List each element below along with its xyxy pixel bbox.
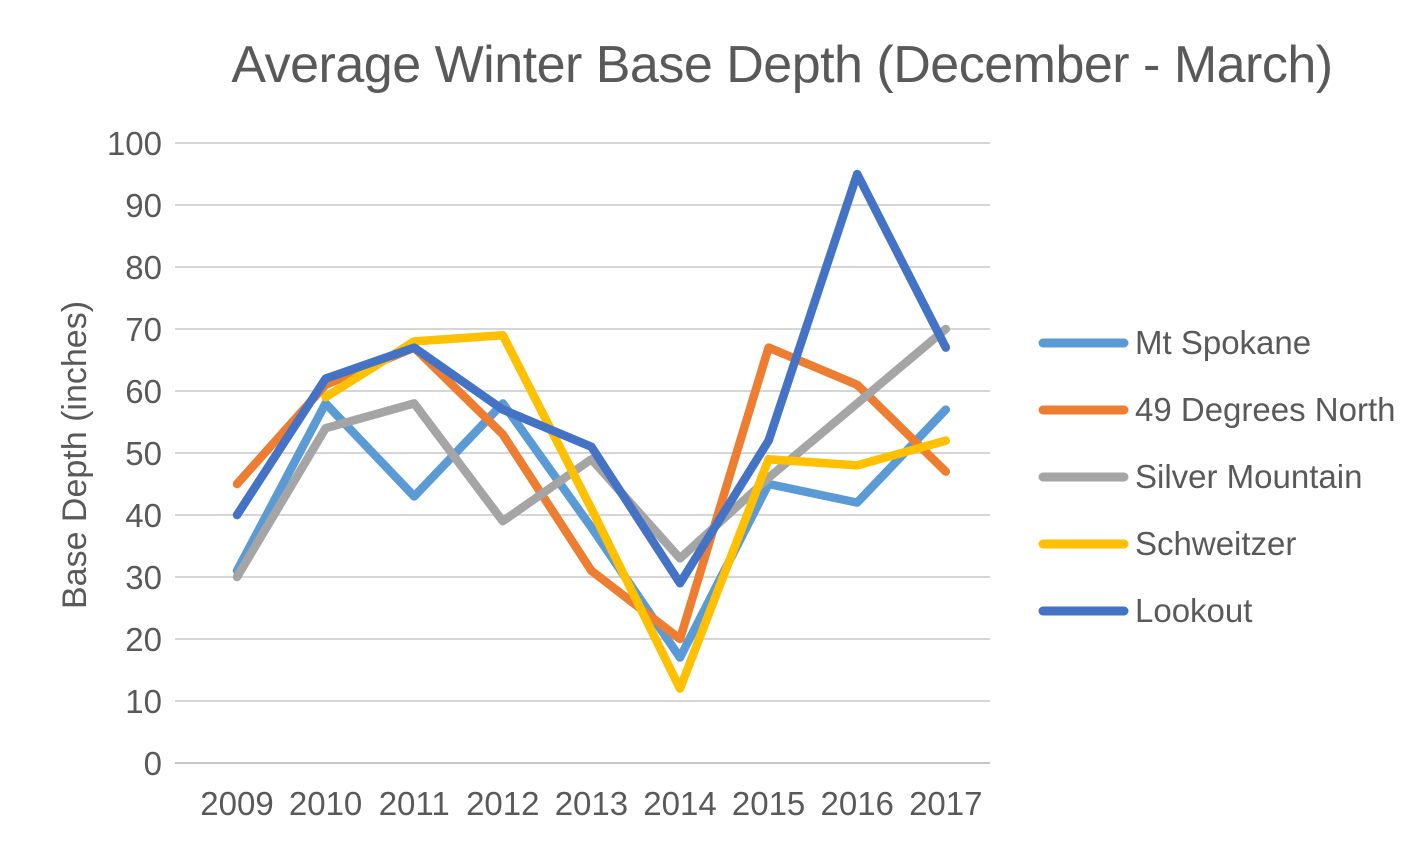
y-axis-title: Base Depth (inches) [56, 301, 94, 609]
y-tick-label-80: 80 [125, 249, 162, 286]
series-line-mt-spokane [232, 399, 951, 662]
y-tick-label-90: 90 [125, 187, 162, 224]
legend-label-schweitzer: Schweitzer [1135, 525, 1296, 562]
y-tick-label-30: 30 [125, 559, 162, 596]
legend-item-49-degrees-north: 49 Degrees North [1038, 391, 1395, 428]
x-tick-label-2014: 2014 [643, 785, 716, 822]
x-tick-label-2015: 2015 [732, 785, 805, 822]
data-series-lines [232, 169, 951, 693]
x-tick-label-2016: 2016 [820, 785, 893, 822]
y-tick-label-20: 20 [125, 621, 162, 658]
x-tick-label-2011: 2011 [379, 785, 450, 822]
x-tick-label-2009: 2009 [200, 785, 273, 822]
legend-label-mt-spokane: Mt Spokane [1135, 324, 1311, 361]
x-tick-label-2013: 2013 [555, 785, 628, 822]
legend-label-silver-mountain: Silver Mountain [1135, 458, 1362, 495]
legend: Mt Spokane 49 Degrees North Silver Mountai… [1038, 324, 1395, 629]
legend-label-lookout: Lookout [1135, 592, 1252, 629]
series-line-lookout [232, 169, 951, 588]
series-line-schweitzer [321, 330, 951, 693]
legend-item-schweitzer: Schweitzer [1038, 525, 1296, 562]
y-tick-label-60: 60 [125, 373, 162, 410]
y-tick-label-0: 0 [144, 745, 162, 782]
series-line-silver-mountain [232, 324, 951, 582]
x-tick-label-2012: 2012 [466, 785, 539, 822]
y-axis-tick-labels: 0 10 20 30 40 50 60 70 80 90 100 [107, 125, 162, 782]
legend-item-lookout: Lookout [1038, 592, 1252, 629]
y-tick-label-40: 40 [125, 497, 162, 534]
x-axis-tick-labels: 2009 2010 2011 2012 2013 2014 2015 2016 2017 [200, 785, 982, 822]
legend-label-49-degrees-north: 49 Degrees North [1135, 391, 1395, 428]
x-tick-label-2017: 2017 [909, 785, 982, 822]
y-tick-label-70: 70 [125, 311, 162, 348]
y-tick-label-10: 10 [125, 683, 162, 720]
chart-title: Average Winter Base Depth (December - Ma… [231, 36, 1332, 94]
legend-item-mt-spokane: Mt Spokane [1038, 324, 1311, 361]
legend-item-silver-mountain: Silver Mountain [1038, 458, 1362, 495]
x-tick-label-2010: 2010 [289, 785, 362, 822]
y-tick-label-100: 100 [107, 125, 162, 162]
y-tick-label-50: 50 [125, 435, 162, 472]
